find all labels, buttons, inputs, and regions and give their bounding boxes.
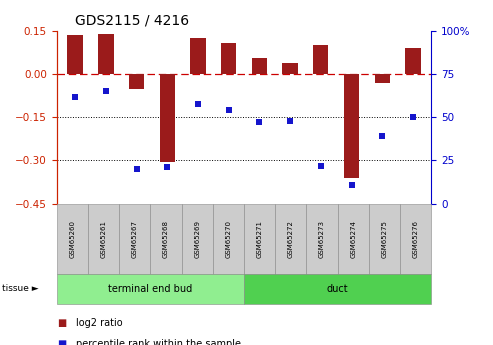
Text: GSM65268: GSM65268 — [163, 220, 169, 258]
Text: ■: ■ — [57, 318, 66, 327]
Bar — [405, 48, 421, 74]
Text: GDS2115 / 4216: GDS2115 / 4216 — [75, 13, 189, 27]
Bar — [129, 74, 144, 89]
Point — [286, 118, 294, 124]
Bar — [160, 74, 175, 162]
Point — [255, 120, 263, 125]
Text: percentile rank within the sample: percentile rank within the sample — [76, 339, 242, 345]
Bar — [282, 63, 298, 74]
Point — [317, 163, 325, 168]
Point — [409, 115, 417, 120]
Text: GSM65270: GSM65270 — [225, 220, 231, 258]
Bar — [375, 74, 390, 83]
Text: GSM65276: GSM65276 — [413, 220, 419, 258]
Bar — [313, 46, 328, 74]
Text: duct: duct — [327, 284, 349, 294]
Bar — [68, 36, 83, 74]
Bar — [252, 58, 267, 74]
Text: log2 ratio: log2 ratio — [76, 318, 123, 327]
Text: GSM65271: GSM65271 — [257, 220, 263, 258]
Point — [348, 182, 355, 187]
Point — [133, 166, 141, 172]
Bar — [98, 34, 113, 74]
Text: GSM65267: GSM65267 — [132, 220, 138, 258]
Text: tissue ►: tissue ► — [2, 284, 39, 294]
Text: GSM65269: GSM65269 — [194, 220, 200, 258]
Bar — [190, 38, 206, 74]
Text: GSM65260: GSM65260 — [70, 220, 75, 258]
Point — [102, 89, 110, 94]
Text: GSM65274: GSM65274 — [351, 220, 356, 258]
Text: GSM65273: GSM65273 — [319, 220, 325, 258]
Text: ■: ■ — [57, 339, 66, 345]
Text: terminal end bud: terminal end bud — [108, 284, 192, 294]
Text: GSM65272: GSM65272 — [288, 220, 294, 258]
Point — [225, 108, 233, 113]
Point — [163, 165, 171, 170]
Text: GSM65275: GSM65275 — [382, 220, 387, 258]
Point — [194, 101, 202, 106]
Bar — [344, 74, 359, 178]
Point — [378, 134, 386, 139]
Point — [71, 94, 79, 99]
Bar — [221, 42, 236, 74]
Text: GSM65261: GSM65261 — [101, 220, 106, 258]
